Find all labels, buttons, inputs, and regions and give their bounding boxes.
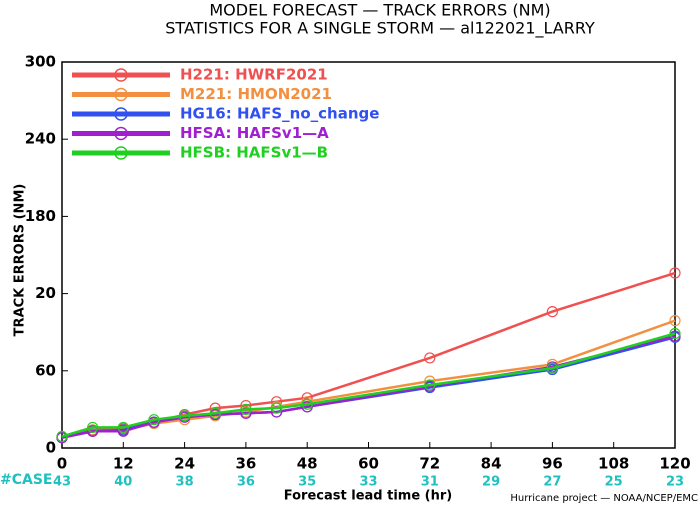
case-label: #CASE <box>0 472 53 488</box>
series-line <box>61 334 676 439</box>
series-marker <box>240 403 252 415</box>
legend-label: H221: HWRF2021 <box>180 66 328 84</box>
x-tick-label: 12 <box>113 455 134 473</box>
legend-marker <box>114 146 128 160</box>
x-tick-label: 36 <box>235 455 256 473</box>
case-count: 25 <box>605 475 623 490</box>
series-marker <box>669 327 681 340</box>
case-count: 29 <box>482 475 500 490</box>
chart-subtitle: STATISTICS FOR A SINGLE STORM — al122021… <box>165 19 595 39</box>
series-marker <box>424 352 436 364</box>
case-count: 38 <box>176 475 194 490</box>
x-tick-label: 48 <box>297 455 318 473</box>
x-tick-label: 0 <box>57 455 67 473</box>
series-marker <box>117 421 129 434</box>
y-tick-label: 300 <box>25 53 56 71</box>
series-marker <box>209 407 221 419</box>
series-line <box>61 271 676 439</box>
legend-label: HG16: HAFS_no_change <box>180 105 379 123</box>
footer: Hurricane project — NOAA/NCEP/EMC <box>510 493 698 504</box>
x-tick-label: 120 <box>659 455 690 473</box>
legend-marker <box>114 68 128 82</box>
series-marker <box>546 306 559 318</box>
case-count: 40 <box>114 475 132 490</box>
y-tick-label: 240 <box>25 130 56 148</box>
case-count: 43 <box>53 475 71 490</box>
x-tick-label: 72 <box>419 455 440 473</box>
chart-title: MODEL FORECAST — TRACK ERRORS (NM) <box>209 1 550 20</box>
case-count: 35 <box>298 475 316 490</box>
x-tick-label: 24 <box>174 455 195 473</box>
series-marker <box>87 421 99 434</box>
legend-label: HFSB: HAFSv1—B <box>180 144 328 162</box>
series-marker <box>56 430 68 443</box>
series-marker <box>270 402 283 414</box>
x-tick-label: 108 <box>598 455 629 473</box>
y-tick-label: 180 <box>25 207 56 225</box>
legend-marker <box>114 107 128 121</box>
y-tick-label: 60 <box>35 361 56 379</box>
x-tick-label: 60 <box>358 455 379 473</box>
case-count: 27 <box>543 475 561 490</box>
case-count: 31 <box>421 475 439 490</box>
legend-marker <box>114 126 128 141</box>
case-count: 36 <box>237 475 255 490</box>
x-tick-label: 96 <box>542 455 563 473</box>
series-marker <box>301 398 313 410</box>
y-tick-label: 0 <box>46 439 56 457</box>
series-marker <box>179 410 191 422</box>
x-axis-label: Forecast lead time (hr) <box>284 489 452 504</box>
legend-label: M221: HMON2021 <box>180 85 332 103</box>
series-marker <box>148 414 160 426</box>
series-marker <box>301 401 313 413</box>
series-marker <box>669 315 681 327</box>
series-marker <box>424 379 436 391</box>
legend-marker <box>114 87 128 102</box>
series-marker <box>669 267 681 279</box>
series-marker <box>148 416 160 428</box>
legend-label: HFSA: HAFSv1—A <box>180 124 329 142</box>
case-count: 33 <box>359 475 377 490</box>
series-line <box>61 332 676 438</box>
x-tick-label: 84 <box>481 455 502 473</box>
case-count: 23 <box>666 475 684 490</box>
y-axis-label: TRACK ERRORS (NM) <box>13 184 28 337</box>
series-marker <box>546 362 559 374</box>
y-tick-label: 20 <box>35 284 56 302</box>
